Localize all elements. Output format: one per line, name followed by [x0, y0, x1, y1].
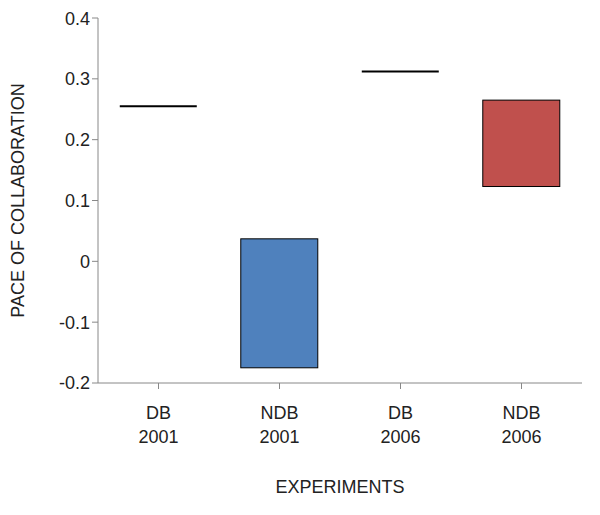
svg-text:0.4: 0.4: [65, 9, 90, 29]
svg-text:0.3: 0.3: [65, 69, 90, 89]
svg-text:0: 0: [80, 252, 90, 272]
svg-text:EXPERIMENTS: EXPERIMENTS: [275, 477, 404, 497]
svg-text:NDB2001: NDB2001: [259, 403, 299, 447]
svg-text:0.2: 0.2: [65, 130, 90, 150]
svg-text:-0.2: -0.2: [59, 373, 90, 393]
svg-text:DB2006: DB2006: [380, 403, 420, 447]
svg-text:DB2001: DB2001: [138, 403, 178, 447]
svg-text:-0.1: -0.1: [59, 313, 90, 333]
svg-text:0.1: 0.1: [65, 191, 90, 211]
svg-text:PACE OF COLLABORATION: PACE OF COLLABORATION: [8, 83, 28, 317]
svg-text:NDB2006: NDB2006: [501, 403, 541, 447]
